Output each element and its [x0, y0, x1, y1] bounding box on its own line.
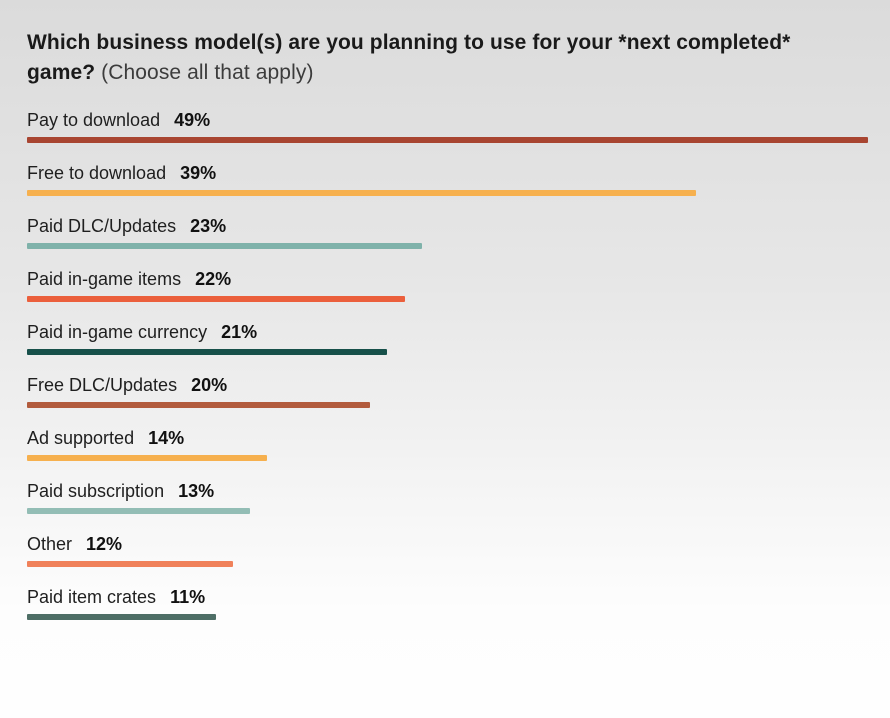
bar-row-labels: Pay to download 49% [27, 108, 865, 132]
bar-label: Other [27, 534, 73, 554]
bar-label: Pay to download [27, 110, 161, 130]
bar [27, 243, 422, 249]
bar-track [27, 243, 868, 249]
bar-row-labels: Other 12% [27, 532, 865, 556]
bar-row: Ad supported 14% [27, 422, 865, 475]
bar-row: Free DLC/Updates 20% [27, 369, 865, 422]
bar-label: Paid in-game items [27, 269, 182, 289]
bar-value: 13% [178, 481, 215, 501]
bar-track [27, 296, 868, 302]
bar-label: Ad supported [27, 428, 135, 448]
bar-row-labels: Paid item crates 11% [27, 585, 865, 609]
bar-label: Free DLC/Updates [27, 375, 178, 395]
bar-track [27, 561, 868, 567]
bar-track [27, 349, 868, 355]
bar-value: 11% [170, 587, 206, 607]
bar [27, 402, 371, 408]
bar [27, 296, 405, 302]
bar [27, 190, 697, 196]
bar [27, 561, 233, 567]
bar-row: Paid subscription 13% [27, 475, 865, 528]
bar-row-labels: Ad supported 14% [27, 426, 865, 450]
bar-track [27, 508, 868, 514]
bar-row: Paid in-game currency 21% [27, 316, 865, 369]
bar-row: Pay to download 49% [27, 104, 868, 157]
bar-row-labels: Paid in-game items 22% [27, 267, 865, 291]
bar-row: Paid DLC/Updates 23% [27, 210, 865, 263]
bar-value: 14% [148, 428, 185, 448]
bar-row-labels: Paid subscription 13% [27, 479, 865, 503]
bar-label: Paid item crates [27, 587, 157, 607]
bar-value: 22% [195, 269, 232, 289]
bar-track [27, 455, 868, 461]
bar-track [27, 402, 868, 408]
bar-row: Other 12% [27, 528, 865, 581]
bar-track [27, 137, 868, 143]
bar-label: Paid in-game currency [27, 322, 208, 342]
bar-row: Free to download 39% [27, 157, 865, 210]
bar-label: Free to download [27, 163, 167, 183]
bar-track [27, 614, 868, 620]
chart-title: Which business model(s) are you planning… [27, 28, 817, 88]
bar-label: Paid DLC/Updates [27, 216, 177, 236]
bar-row-labels: Paid DLC/Updates 23% [27, 214, 865, 238]
bar-value: 49% [174, 110, 211, 130]
chart-title-note: (Choose all that apply) [95, 61, 314, 84]
bar-row-labels: Free to download 39% [27, 161, 865, 185]
bar-value: 12% [86, 534, 123, 554]
bar-track [27, 190, 868, 196]
bar [27, 455, 268, 461]
bar [27, 508, 251, 514]
bar-row: Paid in-game items 22% [27, 263, 865, 316]
bar-value: 39% [180, 163, 217, 183]
bar-value: 21% [221, 322, 258, 342]
bar-row: Paid item crates 11% [27, 581, 865, 634]
bar-row-labels: Free DLC/Updates 20% [27, 373, 865, 397]
bar-row-labels: Paid in-game currency 21% [27, 320, 865, 344]
bar [27, 349, 388, 355]
bar [27, 137, 868, 143]
bar-value: 23% [190, 216, 227, 236]
bar-rows: Pay to download 49% Free to download 39%… [27, 104, 868, 634]
bar-value: 20% [191, 375, 228, 395]
chart-title-question: Which business model(s) are you planning… [27, 31, 791, 84]
bar-label: Paid subscription [27, 481, 165, 501]
bar [27, 614, 216, 620]
